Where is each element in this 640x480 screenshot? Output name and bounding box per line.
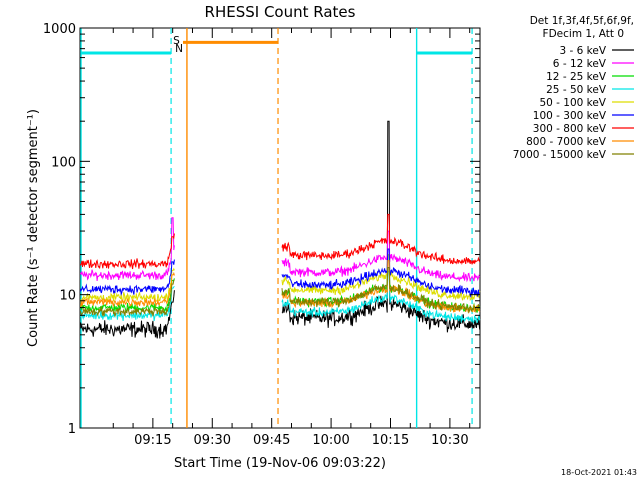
- series-line-7000_15000keV: [80, 279, 175, 318]
- x-tick-label: 10:30: [431, 433, 468, 448]
- x-tick-label: 09:30: [194, 433, 231, 448]
- series-line-25_50keV: [281, 270, 481, 324]
- legend-label: 25 - 50 keV: [546, 84, 607, 96]
- footer-timestamp: 18-Oct-2021 01:43: [561, 468, 637, 477]
- axis-layer: 1 10 100 1000 09:15 09:30 09:45 10:00 10:15 10:30: [43, 22, 480, 448]
- marker-layer: SN: [173, 35, 183, 55]
- x-tick-label: 10:15: [372, 433, 409, 448]
- legend-label: 800 - 7000 keV: [526, 136, 607, 148]
- x-tick-label: 10:00: [312, 433, 349, 448]
- chart-title: RHESSI Count Rates: [205, 3, 356, 21]
- y-tick-label: 100: [51, 155, 76, 170]
- legend-label: 7000 - 15000 keV: [513, 149, 607, 161]
- series-layer: [79, 120, 481, 339]
- plot-frame: [79, 27, 481, 429]
- legend-label: 100 - 300 keV: [533, 110, 607, 122]
- series-line-6_12keV: [281, 230, 481, 283]
- legend: Det 1f,3f,4f,5f,6f,9f, FDecim 1, Att 0 3…: [513, 15, 634, 161]
- series-line-100_300keV: [281, 248, 481, 299]
- x-tick-label: 09:15: [134, 433, 171, 448]
- x-axis-label: Start Time (19-Nov-06 09:03:22): [174, 456, 386, 471]
- legend-header-line-2: FDecim 1, Att 0: [543, 28, 624, 40]
- legend-label: 3 - 6 keV: [559, 45, 606, 57]
- series-line-50_100keV: [80, 267, 175, 303]
- legend-label: 12 - 25 keV: [546, 71, 607, 83]
- x-tick-label: 09:45: [253, 433, 290, 448]
- legend-label: 50 - 100 keV: [539, 97, 606, 109]
- event-marker-N: N: [175, 43, 183, 55]
- series-line-800_7000keV: [80, 271, 175, 308]
- legend-label: 6 - 12 keV: [553, 58, 607, 70]
- series-line-7000_15000keV: [281, 267, 481, 314]
- y-tick-label: 1: [68, 422, 76, 437]
- series-line-300_800keV: [281, 213, 481, 266]
- y-axis-label: Count Rate (s⁻¹ detector segment⁻¹): [26, 109, 41, 347]
- series-line-100_300keV: [79, 259, 175, 297]
- event-marker-S: S: [173, 35, 180, 47]
- legend-header-line-1: Det 1f,3f,4f,5f,6f,9f,: [530, 15, 634, 27]
- series-line-25_50keV: [80, 285, 175, 321]
- series-line-6_12keV: [80, 217, 175, 282]
- event-layer: [80, 28, 473, 428]
- series-line-3_6keV: [80, 290, 175, 339]
- y-tick-label: 10: [59, 289, 76, 304]
- series-line-300_800keV: [79, 233, 175, 270]
- series-line-12_25keV: [80, 278, 175, 314]
- y-tick-label: 1000: [43, 22, 76, 37]
- legend-label: 300 - 800 keV: [533, 123, 607, 135]
